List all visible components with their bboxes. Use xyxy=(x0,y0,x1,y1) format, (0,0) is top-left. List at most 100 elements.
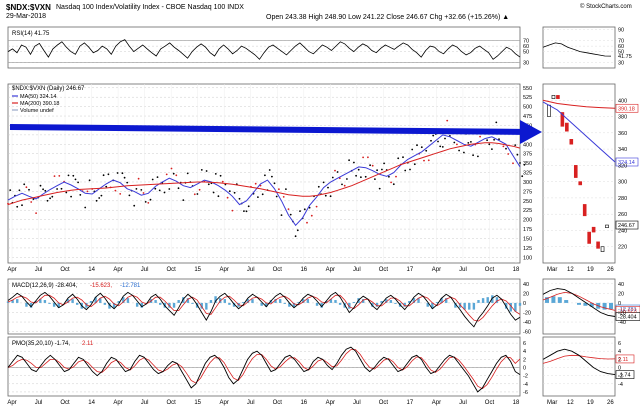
price-point xyxy=(397,157,400,160)
y-tick-label: 4 xyxy=(523,349,526,355)
price-point xyxy=(341,183,343,186)
y-tick-label: 2 xyxy=(523,357,526,363)
price-point xyxy=(168,188,171,190)
bottom-x-tick-label: Oct xyxy=(485,400,495,406)
side-y-tick-label: 400 xyxy=(618,98,627,104)
macd-histogram-bar xyxy=(361,299,365,303)
value-tag xyxy=(615,157,639,167)
x-tick-label: Jul xyxy=(141,267,149,273)
side-y-tick-label: 340 xyxy=(618,147,627,153)
price-point xyxy=(275,195,278,198)
price-point xyxy=(23,183,26,186)
annotation-arrow xyxy=(9,120,542,144)
bottom-x-tick-label: Jul xyxy=(353,400,361,406)
side-y-tick-label: 60 xyxy=(618,44,624,50)
side-x-tick-label: 26 xyxy=(607,267,614,273)
price-point xyxy=(364,175,367,178)
price-point xyxy=(72,174,75,177)
macd-histogram-bar xyxy=(334,300,337,303)
x-tick-label: Oct xyxy=(273,267,283,273)
price-point xyxy=(56,188,58,190)
pmo-value-tag xyxy=(615,354,635,364)
macd-value-tag xyxy=(615,312,640,321)
price-point xyxy=(512,162,514,165)
price-point xyxy=(376,169,378,172)
price-series-line-1 xyxy=(7,142,521,206)
macd-histogram-bar xyxy=(75,302,79,305)
price-point xyxy=(238,197,241,200)
price-point xyxy=(294,235,297,238)
macd-histogram-bar xyxy=(108,302,111,309)
macd-value-label: -12.781 xyxy=(618,307,637,313)
price-point xyxy=(58,175,61,177)
candle xyxy=(569,139,574,145)
macd-histogram-bar xyxy=(380,301,383,303)
price-point xyxy=(315,205,318,208)
price-point xyxy=(444,137,446,140)
macd-histogram-bar xyxy=(85,302,88,308)
macd-histogram-bar xyxy=(320,302,323,308)
pmo-line xyxy=(7,346,521,393)
price-point xyxy=(186,172,189,175)
macd-histogram-bar xyxy=(223,299,226,303)
price-point xyxy=(423,159,425,162)
y-tick-label: 350 xyxy=(523,161,532,167)
price-point xyxy=(79,194,82,196)
macd-histogram-bar xyxy=(251,299,254,303)
candle xyxy=(578,181,583,186)
price-point xyxy=(46,199,49,202)
price-point xyxy=(343,184,346,187)
candle xyxy=(591,226,596,233)
price-point xyxy=(149,198,152,201)
y-tick-label: 525 xyxy=(523,95,532,101)
side-y-tick-label: -2 xyxy=(618,374,623,380)
macd-histogram-bar xyxy=(509,302,512,312)
price-point xyxy=(67,174,70,177)
price-point xyxy=(378,187,381,190)
y-tick-label: 375 xyxy=(523,152,532,158)
price-point xyxy=(273,182,276,185)
price-point xyxy=(336,171,339,173)
macd-histogram-bar xyxy=(43,300,47,303)
bottom-x-tick-label: Oct xyxy=(60,400,70,406)
price-point xyxy=(53,175,56,178)
macd-histogram-bar xyxy=(6,301,10,303)
rsi-line xyxy=(7,39,521,60)
y-tick-label: 275 xyxy=(523,189,532,195)
price-point xyxy=(348,159,350,162)
side-pmo-line xyxy=(542,348,616,376)
bottom-x-tick-label: 15 xyxy=(194,400,201,406)
price-point xyxy=(49,197,51,200)
macd-histogram-bar xyxy=(348,302,351,309)
side-macd-histogram-bar xyxy=(551,296,556,303)
price-point xyxy=(245,210,248,213)
y-tick-label: 60 xyxy=(523,44,529,50)
price-point xyxy=(516,153,519,156)
x-tick-label: 16 xyxy=(300,267,307,273)
price-point xyxy=(119,193,122,195)
side-y-tick-label: 380 xyxy=(618,115,627,121)
price-point xyxy=(486,139,488,142)
price-point xyxy=(100,194,103,197)
macd-histogram-bar xyxy=(242,301,245,303)
y-tick-label: 0 xyxy=(523,301,526,307)
x-tick-label: Apr xyxy=(7,267,16,273)
y-tick-label: -20 xyxy=(523,310,531,316)
macd-histogram-bar xyxy=(71,299,74,303)
price-point xyxy=(329,195,332,198)
macd-histogram-bar xyxy=(34,301,37,303)
side-x-tick-label: 19 xyxy=(587,267,594,273)
macd-histogram-bar xyxy=(371,302,374,307)
macd-signal-line xyxy=(7,294,521,322)
side-macd-histogram-bar xyxy=(545,297,549,303)
price-point xyxy=(430,139,432,142)
macd-value-label: -15.623 xyxy=(618,308,637,314)
macd-histogram-bar xyxy=(431,302,434,309)
price-point xyxy=(28,188,30,191)
macd-histogram-bar xyxy=(99,298,102,303)
chart-marks xyxy=(6,39,640,393)
macd-histogram-bar xyxy=(89,301,93,303)
price-point xyxy=(334,169,336,172)
side-y-tick-label: 20 xyxy=(618,291,624,297)
price-point xyxy=(219,174,222,177)
